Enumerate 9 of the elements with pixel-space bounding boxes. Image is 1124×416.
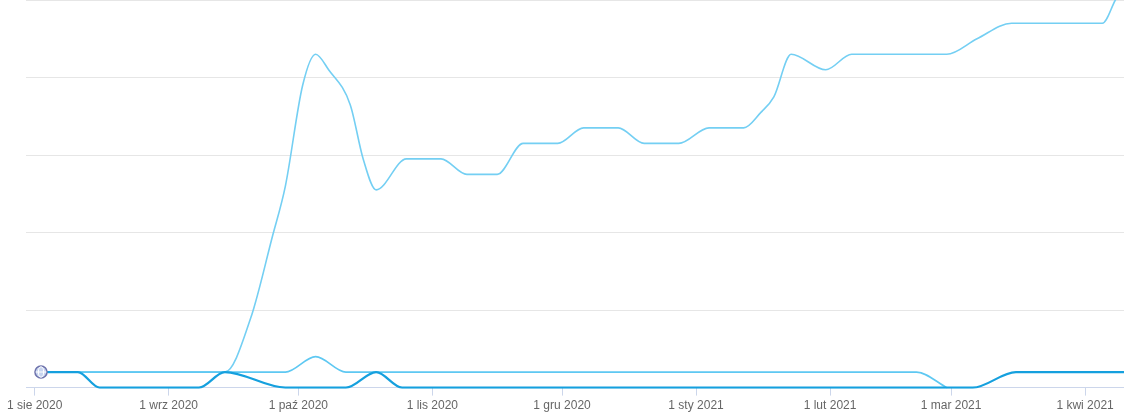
x-tick-label: 1 mar 2021 [920, 398, 982, 413]
x-tick-label: 1 lut 2021 [803, 398, 857, 413]
x-tick-label: 1 paź 2020 [268, 398, 329, 413]
x-tick-label: 1 gru 2020 [533, 398, 592, 413]
x-tick-label: 1 sty 2021 [668, 398, 725, 413]
x-tick-label: 1 kwi 2021 [1056, 398, 1115, 413]
x-tick-label: 1 wrz 2020 [139, 398, 199, 413]
x-tick-label: 1 lis 2020 [406, 398, 459, 413]
x-tick-label: 1 sie 2020 [6, 398, 63, 413]
